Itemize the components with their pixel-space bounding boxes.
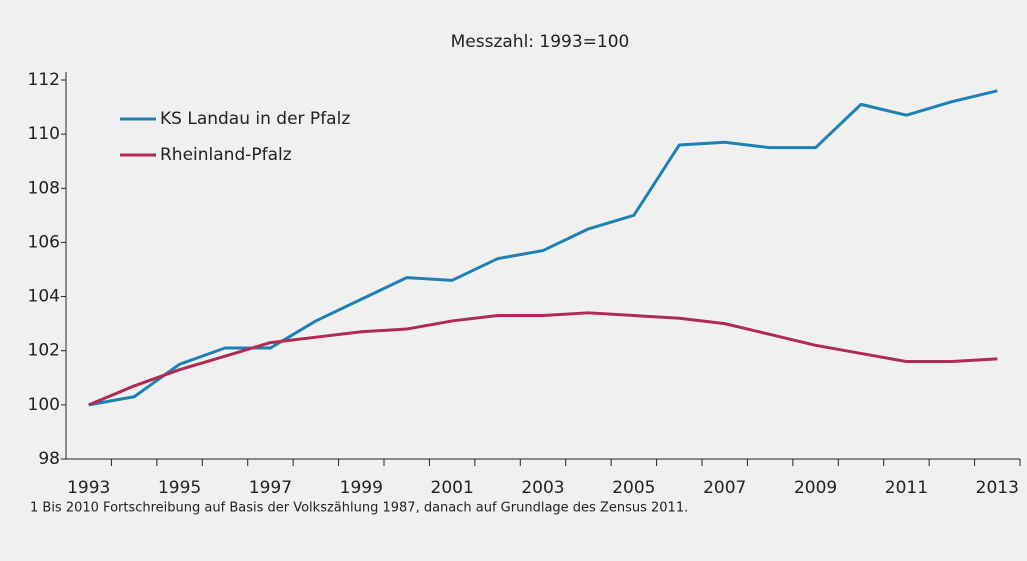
x-tick-label: 2005 — [612, 478, 655, 498]
x-tick-label: 2003 — [521, 478, 564, 498]
legend-label: KS Landau in der Pfalz — [160, 109, 350, 129]
y-tick-label: 104 — [28, 287, 60, 307]
y-tick-label: 112 — [28, 70, 60, 90]
x-tick-label: 2001 — [431, 478, 474, 498]
y-tick-label: 100 — [28, 395, 60, 415]
x-tick-label: 2011 — [885, 478, 928, 498]
x-tick-label: 1997 — [249, 478, 292, 498]
x-tick-label: 2007 — [703, 478, 746, 498]
x-tick-label: 2009 — [794, 478, 837, 498]
series-line — [88, 89, 998, 407]
x-tick-label: 1995 — [158, 478, 201, 498]
y-tick-label: 110 — [28, 124, 60, 144]
y-tick-label: 98 — [38, 449, 60, 469]
chart-title: Messzahl: 1993=100 — [451, 32, 630, 52]
footnote: 1 Bis 2010 Fortschreibung auf Basis der … — [30, 501, 688, 516]
x-tick-label: 1999 — [340, 478, 383, 498]
x-tick-label: 1993 — [67, 478, 110, 498]
y-tick-label: 108 — [28, 178, 60, 198]
y-tick-label: 102 — [28, 341, 60, 361]
legend-label: Rheinland-Pfalz — [160, 145, 292, 165]
series-line — [88, 311, 998, 407]
x-tick-label: 2013 — [976, 478, 1019, 498]
y-tick-label: 106 — [28, 232, 60, 252]
